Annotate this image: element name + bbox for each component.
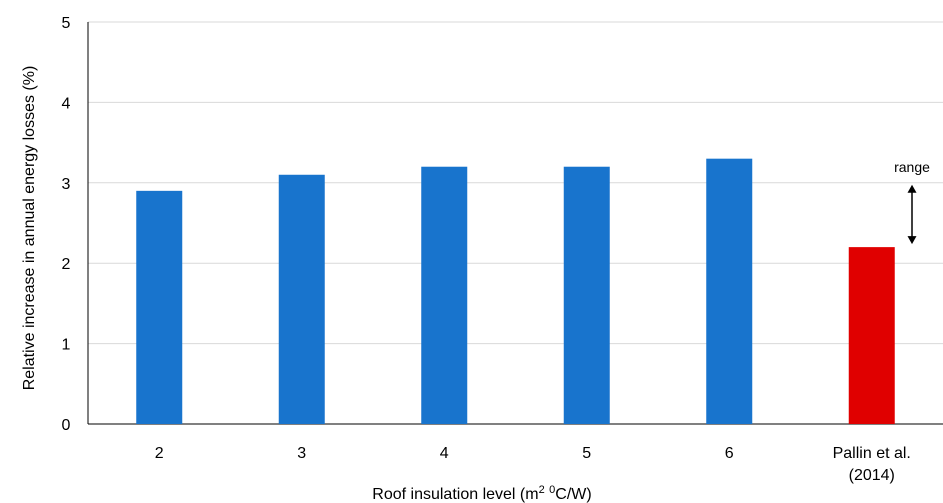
x-axis-title: Roof insulation level (m2 0C/W)	[372, 484, 591, 503]
y-tick-label: 4	[62, 95, 71, 112]
x-tick-label: (2014)	[849, 467, 895, 484]
y-tick-label: 5	[62, 15, 71, 32]
range-annotation: range	[894, 159, 930, 245]
range-label: range	[894, 159, 930, 175]
gridlines	[88, 21, 943, 345]
bar	[848, 247, 895, 424]
bar	[136, 190, 183, 424]
bar	[421, 166, 468, 424]
y-axis-title: Relative increase in annual energy losse…	[21, 66, 38, 391]
x-axis-title-sup-2: 0	[549, 484, 555, 496]
x-tick-label: 2	[155, 445, 164, 462]
x-tick-label: Pallin et al.	[833, 445, 911, 462]
x-tick-label: 3	[297, 445, 306, 462]
y-tick-label: 2	[62, 256, 71, 273]
x-tick-label: 5	[582, 445, 591, 462]
bar	[706, 158, 753, 424]
range-arrow-head-down	[907, 236, 917, 245]
y-tick-label: 3	[62, 176, 71, 193]
x-axis-title-sup-1: 2	[539, 484, 545, 496]
y-tick-labels: 0 1 2 3 4 5	[62, 15, 71, 434]
range-arrow-head-up	[907, 184, 917, 193]
x-tick-labels: 2 3 4 5 6 Pallin et al. (2014)	[155, 445, 911, 484]
bar	[278, 174, 325, 424]
y-tick-label: 1	[62, 337, 71, 354]
x-tick-label: 6	[725, 445, 734, 462]
x-tick-label: 4	[440, 445, 449, 462]
bars	[136, 158, 895, 424]
bar	[563, 166, 610, 424]
axes	[87, 22, 943, 425]
y-tick-label: 0	[62, 417, 71, 434]
